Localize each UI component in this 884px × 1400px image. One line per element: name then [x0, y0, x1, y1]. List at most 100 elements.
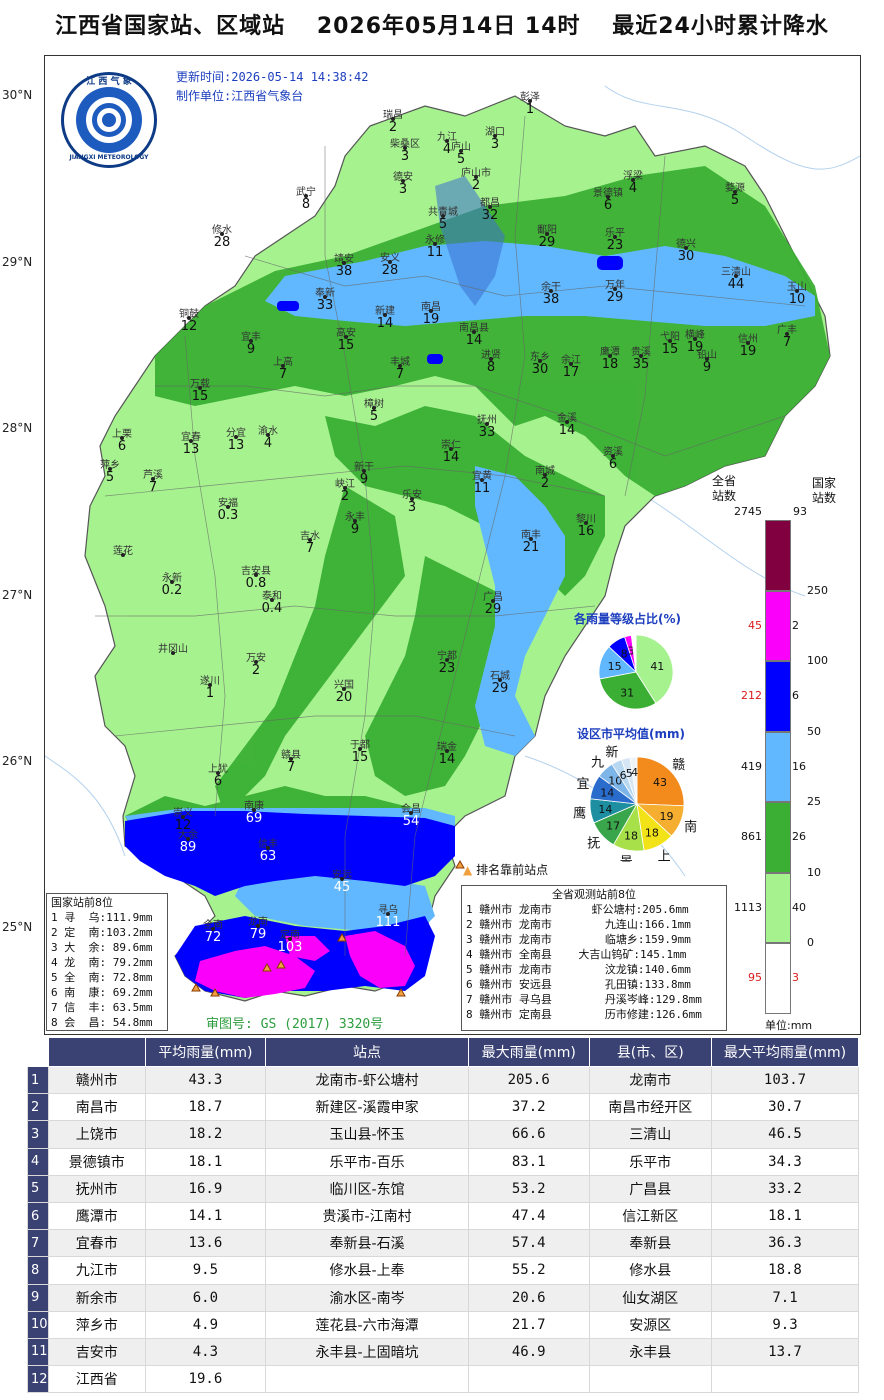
station-dot [323, 295, 327, 299]
station-name: 铜鼓 [179, 309, 199, 320]
station-dot [613, 287, 617, 291]
table-row: 12 江西省 19.6 [27, 1365, 859, 1394]
table-cell: 46.5 [711, 1120, 859, 1149]
legend-total-count: 45 [748, 618, 762, 632]
station-dot [584, 521, 588, 525]
table-body: 1 赣州市 43.3 龙南市-虾公塘村 205.6 龙南市 103.7 2 南昌市 18.7 新建区… [27, 1065, 859, 1394]
table-cell: 永丰县-上固暗坑 [265, 1337, 469, 1367]
table-cell: 安源区 [588, 1310, 713, 1339]
station-dot [433, 242, 437, 246]
province-rank-row: 1 赣州市 龙南市 虾公塘村:205.6mm [466, 903, 689, 916]
top-marker-label: 排名靠前站点 [476, 863, 549, 877]
station-dot [249, 339, 253, 343]
table-row: 4 景德镇市 18.1 乐平市-百乐 83.1 乐平市 34.3 [27, 1147, 859, 1176]
station-dot [611, 454, 615, 458]
table-row: 1 赣州市 43.3 龙南市-虾公塘村 205.6 龙南市 103.7 [27, 1065, 859, 1095]
station-value: 23 [438, 661, 456, 676]
station-name: 余干 [541, 282, 561, 293]
station-value: 14 [465, 333, 483, 348]
station-dot [445, 139, 449, 143]
approval-number: 审图号: GS (2017) 3320号 [206, 1017, 384, 1032]
table-cell: 103.7 [711, 1065, 859, 1095]
station-value: 4 [442, 142, 452, 157]
national-rank-row: 2 定 南:103.2mm [51, 926, 153, 939]
station-dot [639, 354, 643, 358]
table-cell: 18.1 [144, 1147, 267, 1176]
station-dot [449, 447, 453, 451]
station-value: 1 [205, 686, 215, 701]
station-name: 石城 [490, 671, 510, 682]
map-title: 江西省国家站、区域站 2026年05月14日 14时 最近24小时累计降水 [55, 14, 829, 39]
table-cell: 龙南市-虾公塘村 [265, 1065, 469, 1095]
table-row: 11 吉安市 4.3 永丰县-上固暗坑 46.9 永丰县 13.7 [27, 1337, 859, 1367]
triangle-icon: ▲ [463, 863, 473, 877]
row-index: 2 [27, 1093, 49, 1122]
station-value: 13 [182, 442, 200, 457]
station-dot [795, 289, 799, 293]
station-value: 20 [335, 690, 353, 705]
station-value: 16 [577, 524, 595, 539]
pie-city-label: 南 [684, 819, 697, 835]
station-name: 信州 [738, 334, 758, 345]
station-name: 安义 [380, 253, 400, 264]
station-value: 6 [603, 198, 613, 213]
station-name: 三清山 [721, 267, 751, 278]
legend-national-count: 2 [792, 618, 799, 632]
station-dot [543, 473, 547, 477]
station-name: 进贤 [481, 350, 501, 361]
pie-city-label: 鹰 [573, 806, 586, 822]
station-value: 7 [782, 335, 792, 350]
legend-total-count: 861 [741, 830, 762, 844]
map-frame [44, 55, 861, 1035]
station-dot [308, 538, 312, 542]
legend-threshold: 25 [807, 795, 821, 808]
table-cell: 萍乡市 [47, 1310, 146, 1339]
station-value: 4 [263, 436, 273, 451]
legend-color-cell [765, 661, 791, 732]
table-cell: 4.3 [144, 1337, 267, 1367]
table-cell: 上饶市 [47, 1120, 146, 1149]
station-dot [733, 190, 737, 194]
table-header [47, 1037, 146, 1067]
table-cell: 18.1 [711, 1201, 859, 1231]
station-dot [170, 580, 174, 584]
table-cell: 信江新区 [588, 1201, 713, 1231]
station-name: 分宜 [226, 428, 246, 439]
pie-value-label: 14 [598, 803, 612, 816]
station-name: 崇义 [173, 808, 193, 819]
station-value: 2 [340, 489, 350, 504]
province-rank-row: 2 赣州市 龙南市 九连山:166.1mm [466, 918, 691, 931]
national-rank-row: 4 龙 南: 79.2mm [51, 956, 153, 969]
station-dot [493, 134, 497, 138]
station-dot [304, 194, 308, 198]
table-cell [265, 1365, 469, 1394]
table-cell: 临川区-东馆 [265, 1174, 469, 1203]
station-value: 38 [542, 292, 560, 307]
station-dot [569, 362, 573, 366]
pie-value-label: 6 [620, 769, 627, 782]
station-value: 9 [702, 360, 712, 375]
station-dot [613, 235, 617, 239]
station-value: 28 [381, 263, 399, 278]
row-index: 9 [27, 1283, 49, 1312]
station-dot [488, 205, 492, 209]
table-cell: 30.7 [711, 1093, 859, 1122]
table-row: 10 萍乡市 4.9 莲花县-六市海潭 21.7 安源区 9.3 [27, 1310, 859, 1339]
table-cell: 55.2 [467, 1256, 590, 1285]
station-name: 寻乌 [378, 905, 398, 916]
station-name: 萍乡 [100, 460, 120, 471]
station-name: 瑞昌 [383, 110, 403, 121]
pie-value-label: 41 [650, 660, 664, 673]
table-cell: 三清山 [588, 1120, 713, 1149]
station-name: 广丰 [777, 325, 797, 336]
station-dot [216, 771, 220, 775]
station-name: 安福 [218, 498, 238, 509]
table-cell: 7.1 [711, 1283, 859, 1312]
table-cell: 吉安市 [47, 1337, 146, 1367]
station-name: 南丰 [521, 530, 541, 541]
station-name: 南昌 [421, 302, 441, 313]
station-name: 于都 [350, 740, 370, 751]
national-rank-row: 7 信 丰: 63.5mm [51, 1001, 153, 1014]
station-name: 金溪 [557, 413, 577, 424]
station-value: 30 [531, 362, 549, 377]
